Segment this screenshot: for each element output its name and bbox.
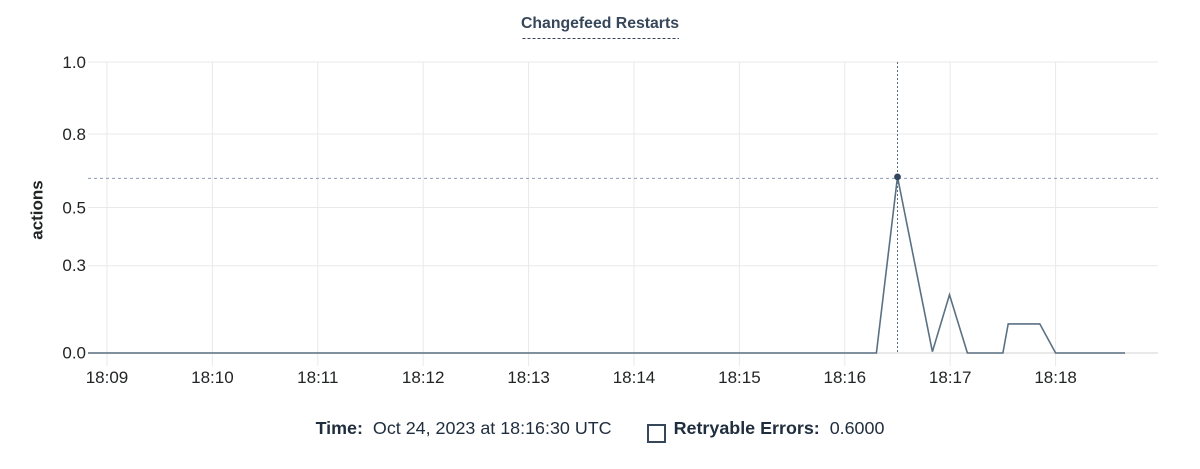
svg-text:18:16: 18:16 xyxy=(824,368,867,387)
svg-text:0.8: 0.8 xyxy=(62,125,86,144)
svg-text:18:17: 18:17 xyxy=(929,368,972,387)
svg-text:18:11: 18:11 xyxy=(297,368,338,387)
svg-text:0.5: 0.5 xyxy=(62,199,86,218)
svg-text:18:14: 18:14 xyxy=(613,368,656,387)
svg-text:0.0: 0.0 xyxy=(62,344,86,363)
svg-text:18:10: 18:10 xyxy=(191,368,234,387)
svg-text:0.3: 0.3 xyxy=(62,256,86,275)
svg-text:18:15: 18:15 xyxy=(718,368,761,387)
svg-text:1.0: 1.0 xyxy=(62,53,86,72)
svg-text:18:18: 18:18 xyxy=(1034,368,1077,387)
svg-text:18:13: 18:13 xyxy=(507,368,550,387)
svg-text:18:12: 18:12 xyxy=(402,368,445,387)
svg-text:18:09: 18:09 xyxy=(86,368,129,387)
